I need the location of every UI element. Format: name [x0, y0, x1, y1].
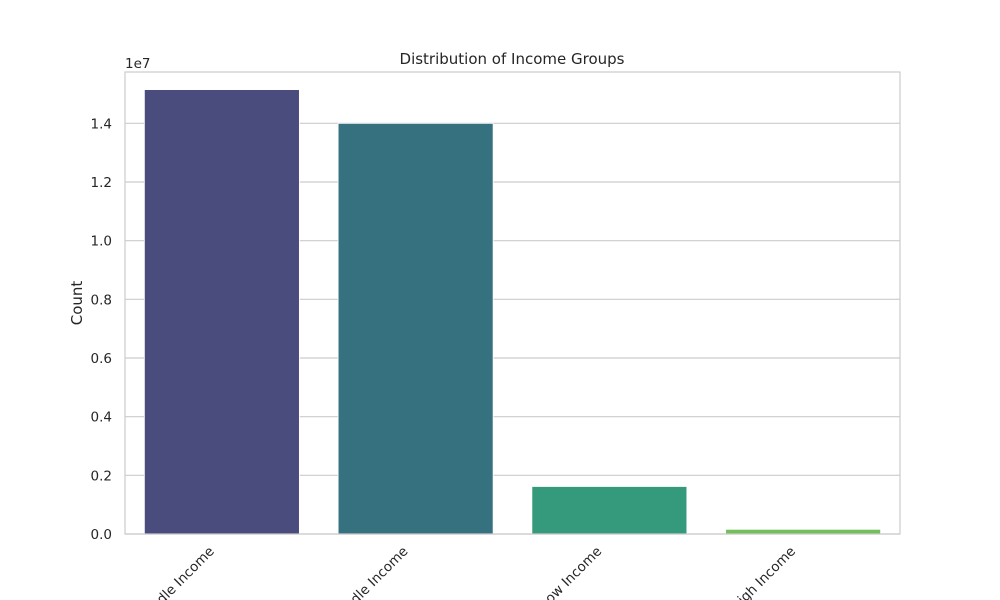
- y-axis-label: Count: [68, 281, 86, 326]
- chart-title: Distribution of Income Groups: [400, 50, 625, 68]
- y-axis-multiplier: 1e7: [125, 56, 150, 72]
- y-tick-label: 0.6: [91, 351, 112, 367]
- y-tick-label: 1.0: [91, 234, 112, 250]
- x-tick-label: ow Income: [542, 544, 605, 600]
- y-tick-label: 1.4: [91, 116, 112, 132]
- y-tick-label: 0.8: [91, 292, 112, 308]
- x-tick-label: dle Income: [347, 544, 411, 600]
- bar: [337, 122, 494, 535]
- x-tick-label: dle Income: [154, 544, 218, 600]
- bar: [143, 89, 300, 535]
- y-tick-label: 0.4: [91, 410, 112, 426]
- y-tick-label: 0.0: [91, 527, 112, 543]
- plot-frame: [124, 71, 901, 535]
- y-tick-label: 0.2: [91, 468, 112, 484]
- y-axis-ticks: 0.0 0.2 0.4 0.6 0.8 1.0 1.2 1.4: [91, 116, 112, 543]
- bars: [143, 89, 882, 535]
- x-tick-label: igh Income: [735, 544, 799, 600]
- x-axis-ticks: dle Income dle Income ow Income igh Income: [154, 544, 799, 600]
- y-tick-label: 1.2: [91, 175, 112, 191]
- bar: [725, 528, 882, 535]
- bar: [531, 486, 688, 535]
